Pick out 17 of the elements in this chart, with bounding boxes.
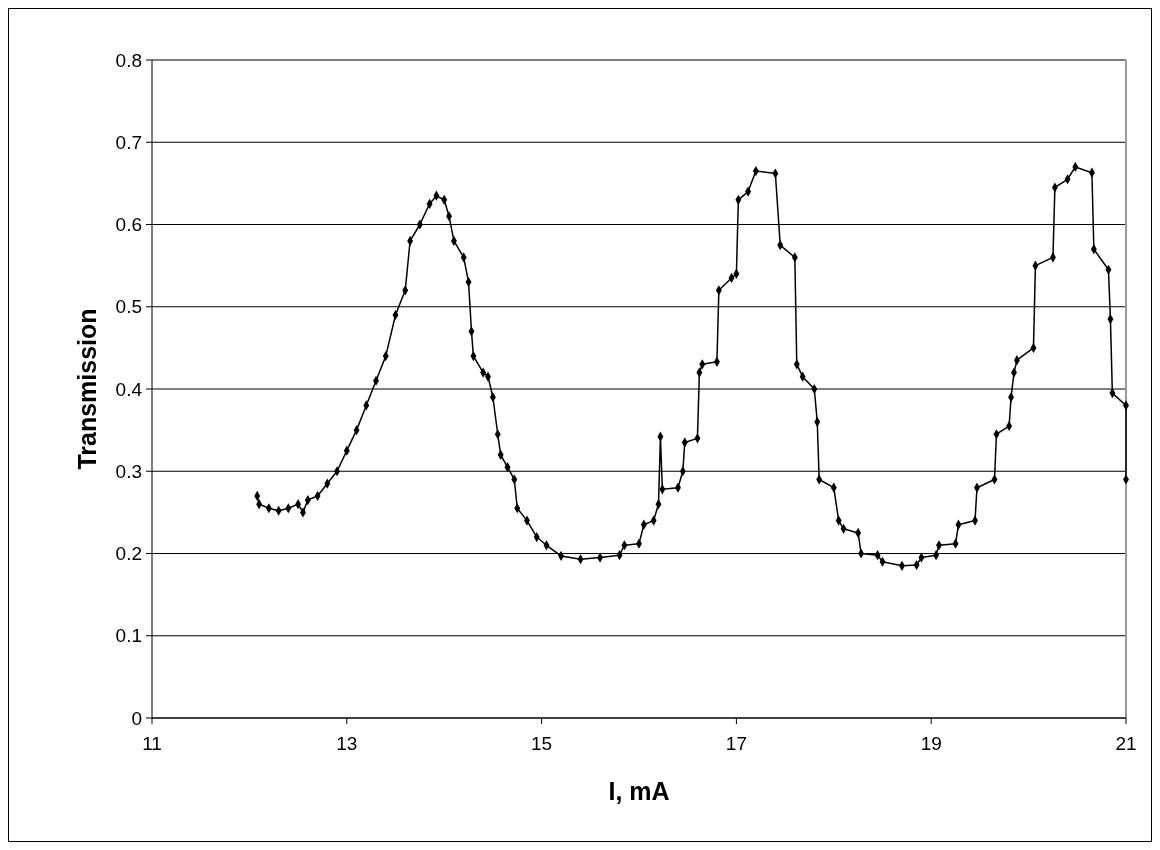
x-tick-label: 15 [531, 733, 553, 754]
y-tick-label: 0.1 [115, 625, 142, 647]
x-tick-label: 13 [336, 733, 358, 754]
y-tick-label: 0.7 [115, 131, 142, 153]
x-tick-label: 19 [920, 733, 942, 754]
y-tick-label: 0.8 [115, 49, 142, 71]
y-tick-label: 0.2 [115, 543, 142, 565]
y-tick-label: 0.5 [115, 296, 142, 318]
y-tick-label: 0 [131, 707, 142, 729]
y-tick-label: 0.6 [115, 214, 142, 236]
y-axis-title: Transmission [73, 308, 101, 470]
x-axis-title: I, mA [608, 777, 670, 805]
x-tick-label: 11 [142, 733, 162, 754]
y-tick-label: 0.3 [115, 460, 142, 482]
y-tick-label: 0.4 [115, 378, 143, 400]
x-tick-label: 17 [725, 733, 747, 754]
x-tick-label: 21 [1115, 733, 1137, 754]
